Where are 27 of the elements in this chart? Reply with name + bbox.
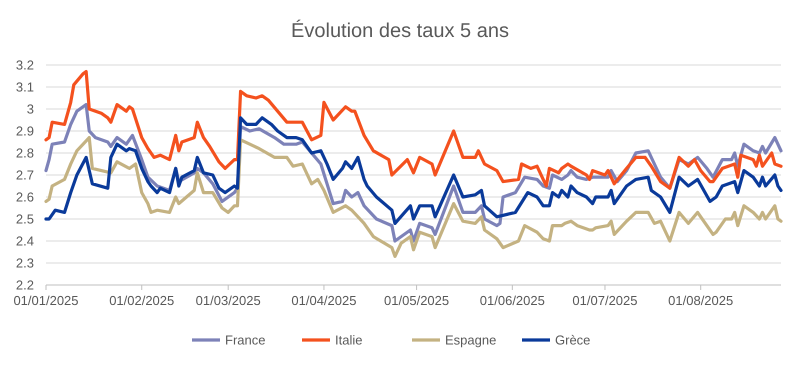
y-tick-label: 2.2 bbox=[16, 278, 34, 293]
legend-label: France bbox=[225, 332, 266, 348]
y-tick-label: 2.5 bbox=[16, 212, 34, 227]
y-tick-label: 2.3 bbox=[16, 256, 34, 271]
legend-label: Espagne bbox=[445, 332, 496, 348]
x-tick-label: 01/01/2025 bbox=[13, 293, 79, 308]
y-tick-label: 2.7 bbox=[16, 168, 34, 183]
y-tick-label: 2.8 bbox=[16, 146, 34, 161]
line-series bbox=[44, 70, 783, 190]
line-series bbox=[44, 116, 783, 225]
legend-label: Italie bbox=[335, 332, 362, 348]
line-series bbox=[44, 136, 783, 258]
y-tick-label: 2.6 bbox=[16, 190, 34, 205]
chart-title: Évolution des taux 5 ans bbox=[291, 19, 509, 42]
legend-label: Grèce bbox=[555, 332, 590, 348]
x-tick-label: 01/04/2025 bbox=[291, 293, 356, 308]
x-tick-label: 01/03/2025 bbox=[196, 293, 261, 308]
y-tick-label: 3.1 bbox=[16, 80, 34, 95]
x-tick-label: 01/08/2025 bbox=[668, 293, 734, 308]
y-tick-label: 3 bbox=[26, 102, 34, 117]
x-tick-label: 01/05/2025 bbox=[384, 293, 450, 308]
y-tick-label: 2.9 bbox=[16, 124, 34, 139]
x-tick-label: 01/02/2025 bbox=[109, 293, 174, 308]
x-tick-label: 01/07/2025 bbox=[572, 293, 638, 308]
y-tick-label: 3.2 bbox=[16, 58, 34, 73]
y-tick-label: 2.4 bbox=[16, 234, 34, 249]
x-tick-label: 01/06/2025 bbox=[480, 293, 545, 308]
